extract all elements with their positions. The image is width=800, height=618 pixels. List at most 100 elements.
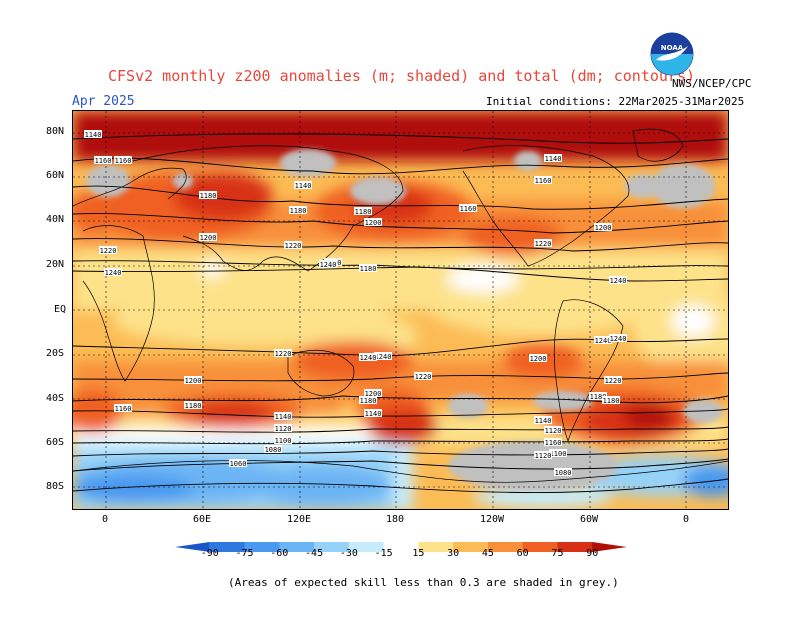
contour-label: 1120 (275, 425, 292, 433)
contour-labels: 1140116011801200122012401240124012201200… (84, 130, 627, 477)
contour-label: 1120 (535, 452, 552, 460)
colorbar-label: -15 (374, 548, 393, 559)
contour-label-bg (534, 239, 552, 247)
contour-label: 1240 (360, 354, 377, 362)
contour-label-bg (289, 206, 307, 214)
contour-label: 1240 (320, 261, 337, 269)
contour-label: 1240 (610, 335, 627, 343)
colorbar-cell (244, 542, 280, 552)
contour-label: 1240 (105, 269, 122, 277)
colorbar-label: 60 (516, 548, 529, 559)
colorbar-cell (209, 542, 246, 552)
lon-label: 60W (579, 514, 599, 525)
contour-label: 1240 (595, 337, 612, 345)
contour-label-bg (364, 218, 382, 226)
contour-label-bg (104, 268, 122, 276)
anomaly-map: 1140116011801200122012401240124012201200… (72, 110, 729, 510)
lon-label: 0 (682, 514, 690, 525)
contour-label-bg (534, 416, 552, 424)
colorbar-cell (592, 542, 627, 552)
colorbar-label: 30 (447, 548, 460, 559)
contour-label: 1160 (115, 157, 132, 165)
colorbar-cell (418, 542, 454, 552)
contour-label-bg (284, 241, 302, 249)
contour-label-bg (114, 404, 132, 412)
agency-label: NWS/NCEP/CPC (672, 77, 752, 90)
lat-label: 40S (46, 393, 65, 404)
lat-label: 80N (46, 126, 65, 137)
colorbar-cell (348, 542, 385, 552)
lon-label: 120E (286, 514, 312, 525)
chart-title: CFSv2 monthly z200 anomalies (m; shaded)… (108, 67, 695, 85)
lat-label: 40N (46, 214, 65, 225)
contour-label: 1140 (295, 182, 312, 190)
contour-label: 1200 (200, 234, 217, 242)
contour-label: 1140 (275, 413, 292, 421)
colorbar-cell (487, 542, 524, 552)
colorbar-label: 45 (481, 548, 494, 559)
colorbar-label: -45 (305, 548, 324, 559)
lat-label: 20S (46, 348, 65, 359)
contour-label: 1140 (365, 410, 382, 418)
colorbar-label: 90 (586, 548, 599, 559)
colorbar (175, 537, 627, 556)
contour-label-bg (544, 154, 562, 162)
contour-label: 1240 (375, 353, 392, 361)
contour-label: 1200 (530, 355, 547, 363)
colorbar-cell (279, 542, 315, 552)
contour-label-bg (534, 451, 552, 459)
colorbar-cell (522, 542, 558, 552)
contour-label: 1160 (115, 405, 132, 413)
contour-label-bg (199, 233, 217, 241)
contour-label: 1220 (275, 350, 292, 358)
contour-label: 1220 (605, 377, 622, 385)
contour-label: 1220 (535, 240, 552, 248)
contour-label-bg (414, 372, 432, 380)
contour-label-bg (274, 424, 292, 432)
contour-label: 1100 (275, 437, 292, 445)
contour-label: 1180 (290, 207, 307, 215)
contour-label-bg (359, 264, 377, 272)
lon-label: 60E (192, 514, 212, 525)
contour-label: 1180 (200, 192, 217, 200)
contour-label-bg (589, 392, 607, 400)
logo-text: NOAA (661, 44, 684, 52)
contour-label-bg (602, 396, 620, 404)
contour-label-bg (264, 445, 282, 453)
contour-label-bg (594, 223, 612, 231)
contour-label: 1080 (555, 469, 572, 477)
colorbar-label: -75 (235, 548, 254, 559)
contour-label-bg (364, 409, 382, 417)
colorbar-cell (453, 542, 489, 552)
colorbar-label: -90 (200, 548, 219, 559)
contour-label: 1140 (545, 155, 562, 163)
lon-label: 0 (101, 514, 109, 525)
contour-label: 1160 (460, 205, 477, 213)
contour-label-bg (199, 191, 217, 199)
contour-label-bg (609, 276, 627, 284)
contour-label-bg (359, 396, 377, 404)
footnote: (Areas of expected skill less than 0.3 a… (228, 576, 619, 589)
colorbar-cell (383, 542, 419, 552)
contour-label: 1220 (285, 242, 302, 250)
contour-label-bg (549, 449, 567, 457)
contour-label-bg (229, 459, 247, 467)
colorbar-label: 75 (551, 548, 564, 559)
contour-label: 1240 (610, 277, 627, 285)
colorbar-label: -30 (339, 548, 358, 559)
contour-label: 1220 (100, 247, 117, 255)
contour-label: 1100 (550, 450, 567, 458)
contour-label: 1180 (185, 402, 202, 410)
contour-label-bg (554, 468, 572, 476)
initial-conditions: Initial conditions: 22Mar2025-31Mar2025 (486, 95, 745, 108)
contour-label-bg (609, 334, 627, 342)
colorbar-cell (557, 542, 593, 552)
contour-label-bg (114, 156, 132, 164)
noaa-logo: NOAA (650, 32, 694, 76)
contour-label-bg (544, 438, 562, 446)
lat-label: 60N (46, 170, 65, 181)
contour-label-bg (84, 130, 102, 138)
contour-label: 1140 (85, 131, 102, 139)
colorbar-cell (175, 542, 210, 552)
lon-label: 120W (479, 514, 505, 525)
